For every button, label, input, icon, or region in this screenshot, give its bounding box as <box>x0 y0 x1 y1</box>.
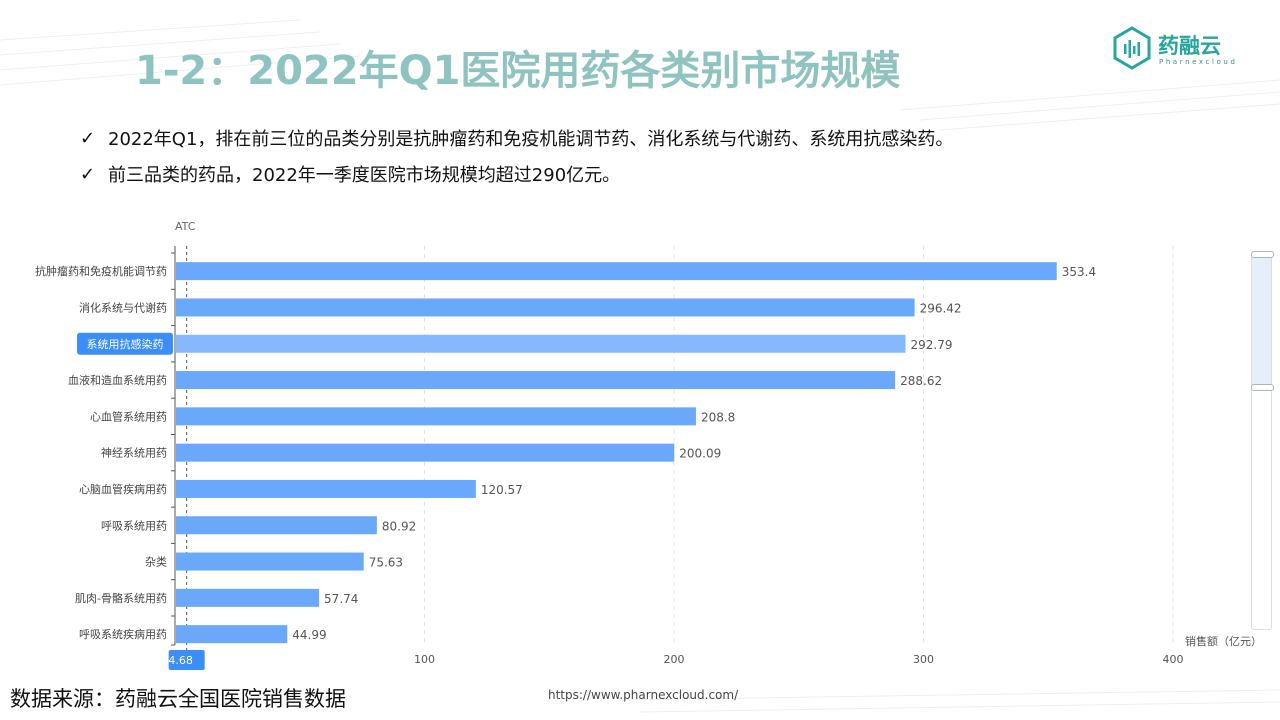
data-source: 数据来源：药融云全国医院销售数据 <box>10 687 346 711</box>
data-zoom-handle-bottom[interactable] <box>1251 384 1274 391</box>
bar <box>176 516 377 535</box>
bar-chart: ATC 抗肿瘤药和免疫机能调节药 353.4 消化系统与代谢药 296.42 系统用抗感染… <box>35 220 1262 670</box>
hexagon-logo-icon <box>1113 26 1151 70</box>
pointer-label: 4.68 <box>168 654 193 667</box>
category-label: 肌肉-骨骼系统用药 <box>75 591 167 605</box>
category-label: 心血管系统用药 <box>90 409 167 423</box>
category-label: 系统用抗感染药 <box>87 337 164 351</box>
category-highlight-tag <box>77 332 173 355</box>
x-axis-title: 销售额（亿元） <box>1185 634 1262 648</box>
data-label: 75.63 <box>369 556 403 570</box>
bar <box>176 334 906 353</box>
data-zoom-scrollbar[interactable] <box>1251 254 1272 630</box>
data-label: 353.4 <box>1062 265 1096 279</box>
bar <box>176 298 915 317</box>
bar <box>176 625 288 644</box>
bar <box>176 443 675 462</box>
data-label: 292.79 <box>911 338 953 352</box>
bar <box>176 371 896 390</box>
data-label: 57.74 <box>324 592 358 606</box>
x-tick-label: 200 <box>664 653 685 666</box>
bar <box>176 552 364 571</box>
category-label: 呼吸系统用药 <box>101 519 167 532</box>
data-zoom-thumb[interactable] <box>1252 255 1271 387</box>
bar <box>176 588 320 607</box>
page-title: 1-2：2022年Q1医院用药各类别市场规模 <box>135 48 901 94</box>
bullet-text: 2022年Q1，排在前三位的品类分别是抗肿瘤药和免疫机能调节药、消化系统与代谢药… <box>108 129 954 150</box>
bullet-item: ✓ 2022年Q1，排在前三位的品类分别是抗肿瘤药和免疫机能调节药、消化系统与代… <box>80 120 953 156</box>
category-label: 神经系统用药 <box>101 446 167 460</box>
data-label: 208.8 <box>701 410 735 424</box>
check-icon: ✓ <box>80 163 96 185</box>
data-label: 288.62 <box>900 374 942 388</box>
category-label: 血液和造血系统用药 <box>68 373 167 387</box>
data-label: 296.42 <box>920 301 962 315</box>
brand-logo: 药融云 Pharnexcloud <box>1112 26 1252 74</box>
category-label: 心脑血管疾病用药 <box>79 482 167 496</box>
logo-name: 药融云 <box>1158 34 1221 58</box>
pointer-tag <box>168 650 205 670</box>
check-icon: ✓ <box>80 127 96 149</box>
data-label: 200.09 <box>679 447 721 461</box>
data-zoom-handle-top[interactable] <box>1251 251 1274 258</box>
website-url[interactable]: https://www.pharnexcloud.com/ <box>548 688 739 702</box>
logo-subtitle: Pharnexcloud <box>1159 58 1238 66</box>
x-tick-label: 400 <box>1163 653 1184 666</box>
category-label: 抗肿瘤药和免疫机能调节药 <box>35 264 167 278</box>
data-label: 44.99 <box>292 628 326 642</box>
bullet-list: ✓ 2022年Q1，排在前三位的品类分别是抗肿瘤药和免疫机能调节药、消化系统与代… <box>80 120 953 192</box>
category-label: 杂类 <box>145 555 167 569</box>
x-tick-label: 300 <box>913 653 934 666</box>
y-axis-title: ATC <box>175 220 196 233</box>
bullet-text: 前三品类的药品，2022年一季度医院市场规模均超过290亿元。 <box>108 165 621 186</box>
x-tick-label: 100 <box>414 653 435 666</box>
category-label: 呼吸系统疾病用药 <box>79 627 167 641</box>
data-label: 120.57 <box>481 483 523 497</box>
data-label: 80.92 <box>382 519 416 533</box>
bar <box>176 407 696 426</box>
bar <box>176 479 476 498</box>
bullet-item: ✓ 前三品类的药品，2022年一季度医院市场规模均超过290亿元。 <box>80 156 953 192</box>
bar <box>176 262 1057 281</box>
category-label: 消化系统与代谢药 <box>79 300 167 314</box>
